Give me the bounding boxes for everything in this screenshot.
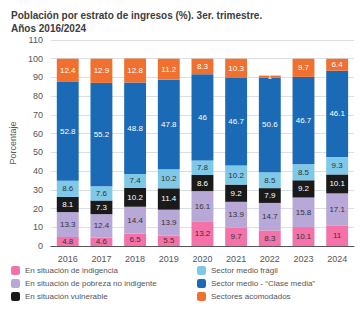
svg-text:46.7: 46.7 bbox=[296, 116, 312, 125]
svg-text:46: 46 bbox=[198, 113, 207, 122]
svg-text:2018: 2018 bbox=[125, 254, 145, 264]
svg-text:11: 11 bbox=[333, 231, 342, 240]
svg-text:9.3: 9.3 bbox=[332, 161, 344, 170]
svg-text:12.4: 12.4 bbox=[60, 66, 76, 75]
svg-text:12.8: 12.8 bbox=[127, 66, 143, 75]
svg-text:2019: 2019 bbox=[159, 254, 179, 264]
svg-text:50: 50 bbox=[33, 147, 43, 157]
svg-text:13.3: 13.3 bbox=[60, 220, 76, 229]
svg-text:0: 0 bbox=[38, 241, 43, 251]
svg-text:8.5: 8.5 bbox=[264, 176, 276, 185]
svg-text:2022: 2022 bbox=[260, 254, 280, 264]
svg-text:2017: 2017 bbox=[91, 254, 111, 264]
svg-text:7.3: 7.3 bbox=[96, 203, 108, 212]
svg-text:8.3: 8.3 bbox=[264, 234, 276, 243]
svg-text:2021: 2021 bbox=[226, 254, 246, 264]
svg-text:10.3: 10.3 bbox=[228, 64, 244, 73]
svg-text:9.7: 9.7 bbox=[231, 232, 243, 241]
svg-text:52.8: 52.8 bbox=[60, 127, 76, 136]
svg-text:7.9: 7.9 bbox=[264, 191, 276, 200]
svg-text:6.4: 6.4 bbox=[332, 60, 344, 69]
svg-text:20: 20 bbox=[33, 204, 43, 214]
svg-text:50.6: 50.6 bbox=[262, 120, 278, 129]
svg-text:46.7: 46.7 bbox=[228, 117, 244, 126]
svg-text:60: 60 bbox=[33, 129, 43, 139]
svg-text:Años 2016/2024: Años 2016/2024 bbox=[11, 23, 86, 34]
svg-text:5.5: 5.5 bbox=[163, 236, 175, 245]
svg-text:46.1: 46.1 bbox=[329, 109, 345, 118]
svg-text:11.2: 11.2 bbox=[161, 65, 177, 74]
svg-text:55.2: 55.2 bbox=[94, 130, 110, 139]
svg-text:8.3: 8.3 bbox=[197, 62, 209, 71]
svg-text:2023: 2023 bbox=[293, 254, 313, 264]
svg-text:Población por estrato de ingre: Población por estrato de ingresos (%). 3… bbox=[11, 10, 262, 21]
svg-text:90: 90 bbox=[33, 72, 43, 82]
svg-text:70: 70 bbox=[33, 110, 43, 120]
svg-text:13.2: 13.2 bbox=[195, 229, 211, 238]
svg-text:8.6: 8.6 bbox=[62, 184, 74, 193]
svg-text:1: 1 bbox=[268, 72, 273, 81]
svg-text:2024: 2024 bbox=[327, 254, 347, 264]
svg-text:9.7: 9.7 bbox=[298, 63, 310, 72]
svg-text:7.6: 7.6 bbox=[96, 189, 108, 198]
svg-text:10.2: 10.2 bbox=[228, 171, 244, 180]
svg-text:16.1: 16.1 bbox=[195, 202, 211, 211]
svg-text:En situación de pobreza no ind: En situación de pobreza no indigente bbox=[25, 279, 157, 288]
svg-text:13.9: 13.9 bbox=[228, 210, 244, 219]
svg-text:48.8: 48.8 bbox=[127, 124, 143, 133]
svg-text:2016: 2016 bbox=[58, 254, 78, 264]
svg-text:8.6: 8.6 bbox=[197, 179, 209, 188]
svg-text:10.1: 10.1 bbox=[329, 179, 345, 188]
svg-text:Porcentaje: Porcentaje bbox=[8, 121, 18, 164]
svg-text:10.2: 10.2 bbox=[127, 193, 143, 202]
svg-text:100: 100 bbox=[28, 54, 43, 64]
svg-text:9.2: 9.2 bbox=[231, 189, 243, 198]
svg-text:110: 110 bbox=[29, 35, 43, 45]
svg-text:6.5: 6.5 bbox=[130, 235, 142, 244]
svg-text:10: 10 bbox=[33, 222, 43, 232]
svg-text:Sector medio - “Clase media”: Sector medio - “Clase media” bbox=[211, 279, 315, 288]
svg-text:8.5: 8.5 bbox=[298, 168, 310, 177]
svg-text:47.8: 47.8 bbox=[161, 120, 177, 129]
svg-text:En situación vulnerable: En situación vulnerable bbox=[25, 292, 108, 301]
svg-text:13.9: 13.9 bbox=[161, 218, 177, 227]
svg-text:2020: 2020 bbox=[192, 254, 212, 264]
svg-text:11.4: 11.4 bbox=[161, 194, 177, 203]
svg-text:12.4: 12.4 bbox=[94, 221, 110, 230]
svg-text:9.2: 9.2 bbox=[298, 184, 310, 193]
svg-text:17.1: 17.1 bbox=[329, 205, 345, 214]
svg-text:7.4: 7.4 bbox=[130, 176, 142, 185]
svg-text:4.6: 4.6 bbox=[96, 237, 108, 246]
svg-text:Sector medio frágil: Sector medio frágil bbox=[211, 266, 278, 275]
svg-text:80: 80 bbox=[33, 91, 43, 101]
svg-text:4.8: 4.8 bbox=[62, 237, 74, 246]
svg-text:30: 30 bbox=[33, 185, 43, 195]
svg-text:10.2: 10.2 bbox=[161, 174, 177, 183]
svg-text:7.8: 7.8 bbox=[197, 163, 209, 172]
svg-text:8.1: 8.1 bbox=[62, 200, 74, 209]
svg-text:14.4: 14.4 bbox=[127, 216, 143, 225]
svg-text:10.1: 10.1 bbox=[296, 232, 312, 241]
svg-text:15.8: 15.8 bbox=[296, 208, 312, 217]
svg-text:14.7: 14.7 bbox=[262, 212, 278, 221]
svg-text:Sectores acomodados: Sectores acomodados bbox=[211, 292, 291, 301]
svg-text:En situación de indigencia: En situación de indigencia bbox=[25, 266, 119, 275]
svg-text:12.9: 12.9 bbox=[94, 66, 110, 75]
svg-text:40: 40 bbox=[33, 166, 43, 176]
